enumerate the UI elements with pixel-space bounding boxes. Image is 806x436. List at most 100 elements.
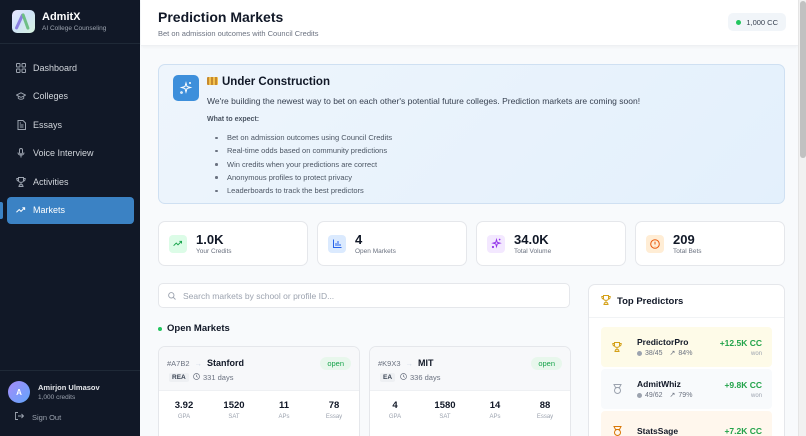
predictor-name: PredictorPro xyxy=(637,337,689,347)
predictor-row[interactable]: PredictorPro 38/45 ↗ 84% +12.5K CC won xyxy=(601,327,772,367)
sidebar-item-voice-interview[interactable]: Voice Interview xyxy=(7,140,134,167)
info-circle-icon xyxy=(646,234,664,253)
banner-title: Under Construction xyxy=(207,76,330,88)
sign-out-button[interactable]: Sign Out xyxy=(0,403,140,422)
market-card-stanford[interactable]: #A7B2 → Stanford open REA 331 days 3.92 GPA… xyxy=(158,346,360,436)
document-icon xyxy=(16,119,26,130)
credit-balance-badge: 1,000 CC xyxy=(728,13,786,31)
clock-icon xyxy=(193,373,200,382)
sidebar-item-colleges[interactable]: Colleges xyxy=(7,83,134,110)
list-item: Anonymous profiles to protect privacy xyxy=(215,171,392,184)
search-input[interactable] xyxy=(183,290,553,301)
stat-aps: 11 xyxy=(278,400,290,411)
sign-out-icon xyxy=(15,412,25,422)
stat-label: Open Markets xyxy=(355,248,396,255)
sidebar-item-dashboard[interactable]: Dashboard xyxy=(7,54,134,81)
profile-stats: 4 GPA 1580 SAT 14 APs 88 Essay xyxy=(370,391,570,420)
user-profile[interactable]: A Amirjon Ulmasov 1,000 credits xyxy=(0,371,140,403)
graduation-cap-icon xyxy=(16,91,26,101)
scrollbar-thumb[interactable] xyxy=(800,1,806,158)
user-panel: A Amirjon Ulmasov 1,000 credits Sign Out xyxy=(0,370,140,436)
stat-sat: 1520 xyxy=(223,400,245,411)
stats-row: 1.0K Your Credits 4 Open Markets 34.0K T… xyxy=(158,221,785,266)
predictor-row[interactable]: AdmitWhiz 49/62 ↗ 79% +9.8K CC won xyxy=(601,369,772,409)
sidebar: AdmitX AI College Counseling Dashboard C… xyxy=(0,0,140,436)
credit-balance: 1,000 CC xyxy=(746,17,778,27)
trending-up-icon: ↗ xyxy=(669,392,676,399)
stat-value: 209 xyxy=(673,232,695,247)
market-id: #A7B2 xyxy=(167,359,190,368)
stat-value: 1.0K xyxy=(196,232,224,247)
sidebar-item-essays[interactable]: Essays xyxy=(7,111,134,138)
market-id: #K9X3 xyxy=(378,359,401,368)
user-name: Amirjon Ulmasov xyxy=(38,382,100,392)
stat-label: Your Credits xyxy=(196,248,232,255)
top-predictors-panel: Top Predictors PredictorPro 38/45 ↗ 84% +1… xyxy=(588,284,785,436)
stat-card-open-markets: 4 Open Markets xyxy=(317,221,467,266)
stat-essay: 78 xyxy=(328,400,340,411)
top-predictors-heading: Top Predictors xyxy=(589,285,784,318)
brand[interactable]: AdmitX AI College Counseling xyxy=(0,0,140,44)
predictor-row[interactable]: StatsSage +7.2K CC xyxy=(601,411,772,436)
trending-up-icon: ↗ xyxy=(669,350,676,357)
stat-card-credits: 1.0K Your Credits xyxy=(158,221,308,266)
market-card-mit[interactable]: #K9X3 → MIT open EA 336 days 4 GPA 1580 SAT … xyxy=(369,346,571,436)
stat-gpa: 3.92 xyxy=(174,400,194,411)
trending-up-icon xyxy=(16,205,26,215)
grid-icon xyxy=(16,62,26,73)
stat-essay: 88 xyxy=(539,400,551,411)
silver-medal-icon xyxy=(611,384,623,394)
arrow-right-icon: → xyxy=(194,359,203,368)
days-remaining: 336 days xyxy=(410,373,441,382)
status-badge: open xyxy=(320,357,351,370)
trophy-icon xyxy=(16,176,26,187)
expect-list: Bet on admission outcomes using Council … xyxy=(215,131,392,197)
expect-label: What to expect: xyxy=(207,116,260,123)
sidebar-item-activities[interactable]: Activities xyxy=(7,168,134,195)
stat-aps: 14 xyxy=(489,400,501,411)
sidebar-item-label: Activities xyxy=(33,176,69,187)
list-item: Bet on admission outcomes using Council … xyxy=(215,131,392,144)
page-subtitle: Bet on admission outcomes with Council C… xyxy=(158,29,319,38)
bar-chart-icon xyxy=(328,234,346,253)
sidebar-item-label: Colleges xyxy=(33,91,69,102)
profile-stats: 3.92 GPA 1520 SAT 11 APs 78 Essay xyxy=(159,391,359,420)
market-school: MIT xyxy=(418,358,434,368)
stat-value: 4 xyxy=(355,232,363,247)
search-bar[interactable] xyxy=(158,283,570,308)
status-badge: open xyxy=(531,357,562,370)
under-construction-banner: Under Construction We're building the ne… xyxy=(158,64,785,204)
avatar: A xyxy=(8,381,30,403)
arrow-right-icon: → xyxy=(405,359,414,368)
trending-up-icon xyxy=(169,234,187,253)
stat-gpa: 4 xyxy=(392,400,398,411)
sign-out-label: Sign Out xyxy=(32,412,62,422)
list-item: Leaderboards to track the best predictor… xyxy=(215,184,392,197)
clock-icon xyxy=(400,373,407,382)
construction-icon xyxy=(207,77,218,85)
predictor-winnings: +9.8K CC xyxy=(724,379,762,390)
target-icon xyxy=(637,392,642,398)
open-markets-heading: Open Markets xyxy=(158,323,230,334)
sidebar-item-label: Markets xyxy=(33,205,66,216)
sidebar-item-markets[interactable]: Markets xyxy=(0,196,134,224)
app-name: AdmitX xyxy=(42,10,81,23)
list-item: Win credits when your predictions are co… xyxy=(215,158,392,171)
status-dot-icon xyxy=(736,19,742,25)
predictor-name: StatsSage xyxy=(637,425,679,436)
decision-type-badge: REA xyxy=(169,373,189,382)
bronze-medal-icon xyxy=(611,426,623,436)
sidebar-item-label: Essays xyxy=(33,119,63,130)
sidebar-item-label: Voice Interview xyxy=(33,148,94,159)
page-scrollbar[interactable] xyxy=(798,0,806,436)
sparkles-icon xyxy=(173,75,199,101)
list-item: Real-time odds based on community predic… xyxy=(215,144,392,157)
live-dot-icon xyxy=(158,326,162,331)
predictor-winnings: +7.2K CC xyxy=(724,425,762,436)
microphone-icon xyxy=(16,148,26,158)
decision-type-badge: EA xyxy=(380,373,396,382)
main-content: Prediction Markets Bet on admission outc… xyxy=(141,0,798,436)
stat-label: Total Volume xyxy=(514,248,552,255)
page-header: Prediction Markets Bet on admission outc… xyxy=(141,0,798,46)
app-logo-icon xyxy=(12,10,35,33)
